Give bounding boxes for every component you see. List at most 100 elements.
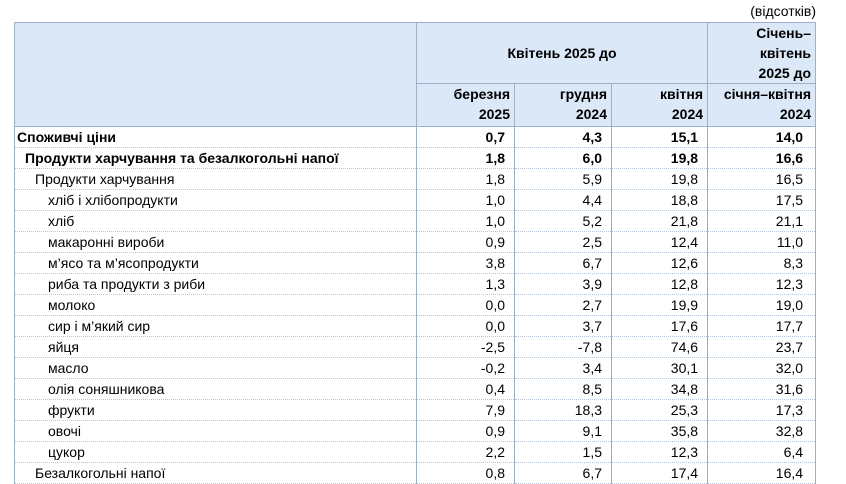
value-cell: 6,7 [514,252,612,274]
col-header-december: грудня 2024 [514,83,612,127]
table-row: олія соняшникова 0,4 8,5 34,8 31,6 [14,378,817,400]
value-cell: 0,4 [416,378,515,400]
table-row: молоко 0,0 2,7 19,9 19,0 [14,294,817,316]
table-row: риба та продукти з риби 1,3 3,9 12,8 12,3 [14,273,817,295]
table-row: фрукти 7,9 18,3 25,3 17,3 [14,399,817,421]
value-cell: 12,3 [707,273,817,295]
row-label: риба та продукти з риби [14,273,417,295]
value-cell: 17,7 [707,315,817,337]
value-cell: 1,3 [416,273,515,295]
table-body: Споживчі ціни 0,7 4,3 15,1 14,0 Продукти харч… [14,126,817,484]
value-cell: 17,5 [707,189,817,211]
ytd-header-top: Січень–квітень 2025 до [707,22,817,84]
table-row: Безалкогольні напої 0,8 6,7 17,4 16,4 [14,462,817,484]
price-index-table: Квітень 2025 до Січень–квітень 2025 до б… [14,22,817,484]
value-cell: 5,2 [514,210,612,232]
group-header: Квітень 2025 до [415,22,709,84]
value-cell: 32,8 [707,420,817,442]
value-cell: 3,7 [514,315,612,337]
table-row: масло -0,2 3,4 30,1 32,0 [14,357,817,379]
value-cell: 8,5 [514,378,612,400]
value-cell: 19,9 [610,294,709,316]
value-cell: 19,0 [707,294,817,316]
value-cell: 0,0 [416,315,515,337]
value-cell: 4,3 [514,126,612,148]
value-cell: 0,8 [416,462,515,484]
value-cell: 19,8 [610,147,709,169]
table-row: овочі 0,9 9,1 35,8 32,8 [14,420,817,442]
row-label: Споживчі ціни [14,126,417,148]
value-cell: 4,4 [514,189,612,211]
value-cell: 3,4 [514,357,612,379]
row-label: хліб [14,210,417,232]
table-row: макаронні вироби 0,9 2,5 12,4 11,0 [14,231,817,253]
table-row: хліб 1,0 5,2 21,8 21,1 [14,210,817,232]
value-cell: 18,8 [610,189,709,211]
value-cell: 2,7 [514,294,612,316]
value-cell: 31,6 [707,378,817,400]
row-label: яйця [14,336,417,358]
col-header-ytd: січня–квітня 2024 [707,83,817,127]
value-cell: 19,8 [610,168,709,190]
row-label: хліб і хлібопродукти [14,189,417,211]
value-cell: 17,4 [610,462,709,484]
row-label: Продукти харчування та безалкогольні нап… [14,147,417,169]
value-cell: 6,4 [707,441,817,463]
table-row: цукор 2,2 1,5 12,3 6,4 [14,441,817,463]
value-cell: 12,8 [610,273,709,295]
value-cell: -7,8 [514,336,612,358]
table-row: хліб і хлібопродукти 1,0 4,4 18,8 17,5 [14,189,817,211]
value-cell: 3,8 [416,252,515,274]
value-cell: 8,3 [707,252,817,274]
value-cell: 15,1 [610,126,709,148]
value-cell: 21,1 [707,210,817,232]
value-cell: 0,7 [416,126,515,148]
row-label: м’ясо та м’ясопродукти [14,252,417,274]
table-row: Споживчі ціни 0,7 4,3 15,1 14,0 [14,126,817,148]
value-cell: 1,0 [416,189,515,211]
value-cell: 16,5 [707,168,817,190]
row-label: фрукти [14,399,417,421]
row-label: Продукти харчування [14,168,417,190]
row-label: олія соняшникова [14,378,417,400]
table-row: м’ясо та м’ясопродукти 3,8 6,7 12,6 8,3 [14,252,817,274]
value-cell: 30,1 [610,357,709,379]
value-cell: 2,5 [514,231,612,253]
col-header-march: березня 2025 [416,83,515,127]
value-cell: 0,9 [416,420,515,442]
table-row: сир і м’який сир 0,0 3,7 17,6 17,7 [14,315,817,337]
table-row: Продукти харчування та безалкогольні нап… [14,147,817,169]
value-cell: 11,0 [707,231,817,253]
value-cell: 1,0 [416,210,515,232]
value-cell: 2,2 [416,441,515,463]
value-cell: 1,5 [514,441,612,463]
row-label: молоко [14,294,417,316]
row-label: масло [14,357,417,379]
row-label: макаронні вироби [14,231,417,253]
unit-note: (відсотків) [750,3,816,19]
value-cell: 17,6 [610,315,709,337]
value-cell: 35,8 [610,420,709,442]
value-cell: 12,3 [610,441,709,463]
row-label: Безалкогольні напої [14,462,417,484]
value-cell: 14,0 [707,126,817,148]
value-cell: 34,8 [610,378,709,400]
value-cell: 18,3 [514,399,612,421]
value-cell: 25,3 [610,399,709,421]
value-cell: 7,9 [416,399,515,421]
row-label: сир і м’який сир [14,315,417,337]
row-label: цукор [14,441,417,463]
value-cell: 32,0 [707,357,817,379]
row-label-header [14,22,417,127]
row-label: овочі [14,420,417,442]
value-cell: 12,6 [610,252,709,274]
col-header-april: квітня 2024 [610,83,709,127]
value-cell: 0,9 [416,231,515,253]
value-cell: 16,4 [707,462,817,484]
value-cell: 0,0 [416,294,515,316]
value-cell: 1,8 [416,147,515,169]
value-cell: -2,5 [416,336,515,358]
value-cell: 17,3 [707,399,817,421]
value-cell: 1,8 [416,168,515,190]
table-row: яйця -2,5 -7,8 74,6 23,7 [14,336,817,358]
